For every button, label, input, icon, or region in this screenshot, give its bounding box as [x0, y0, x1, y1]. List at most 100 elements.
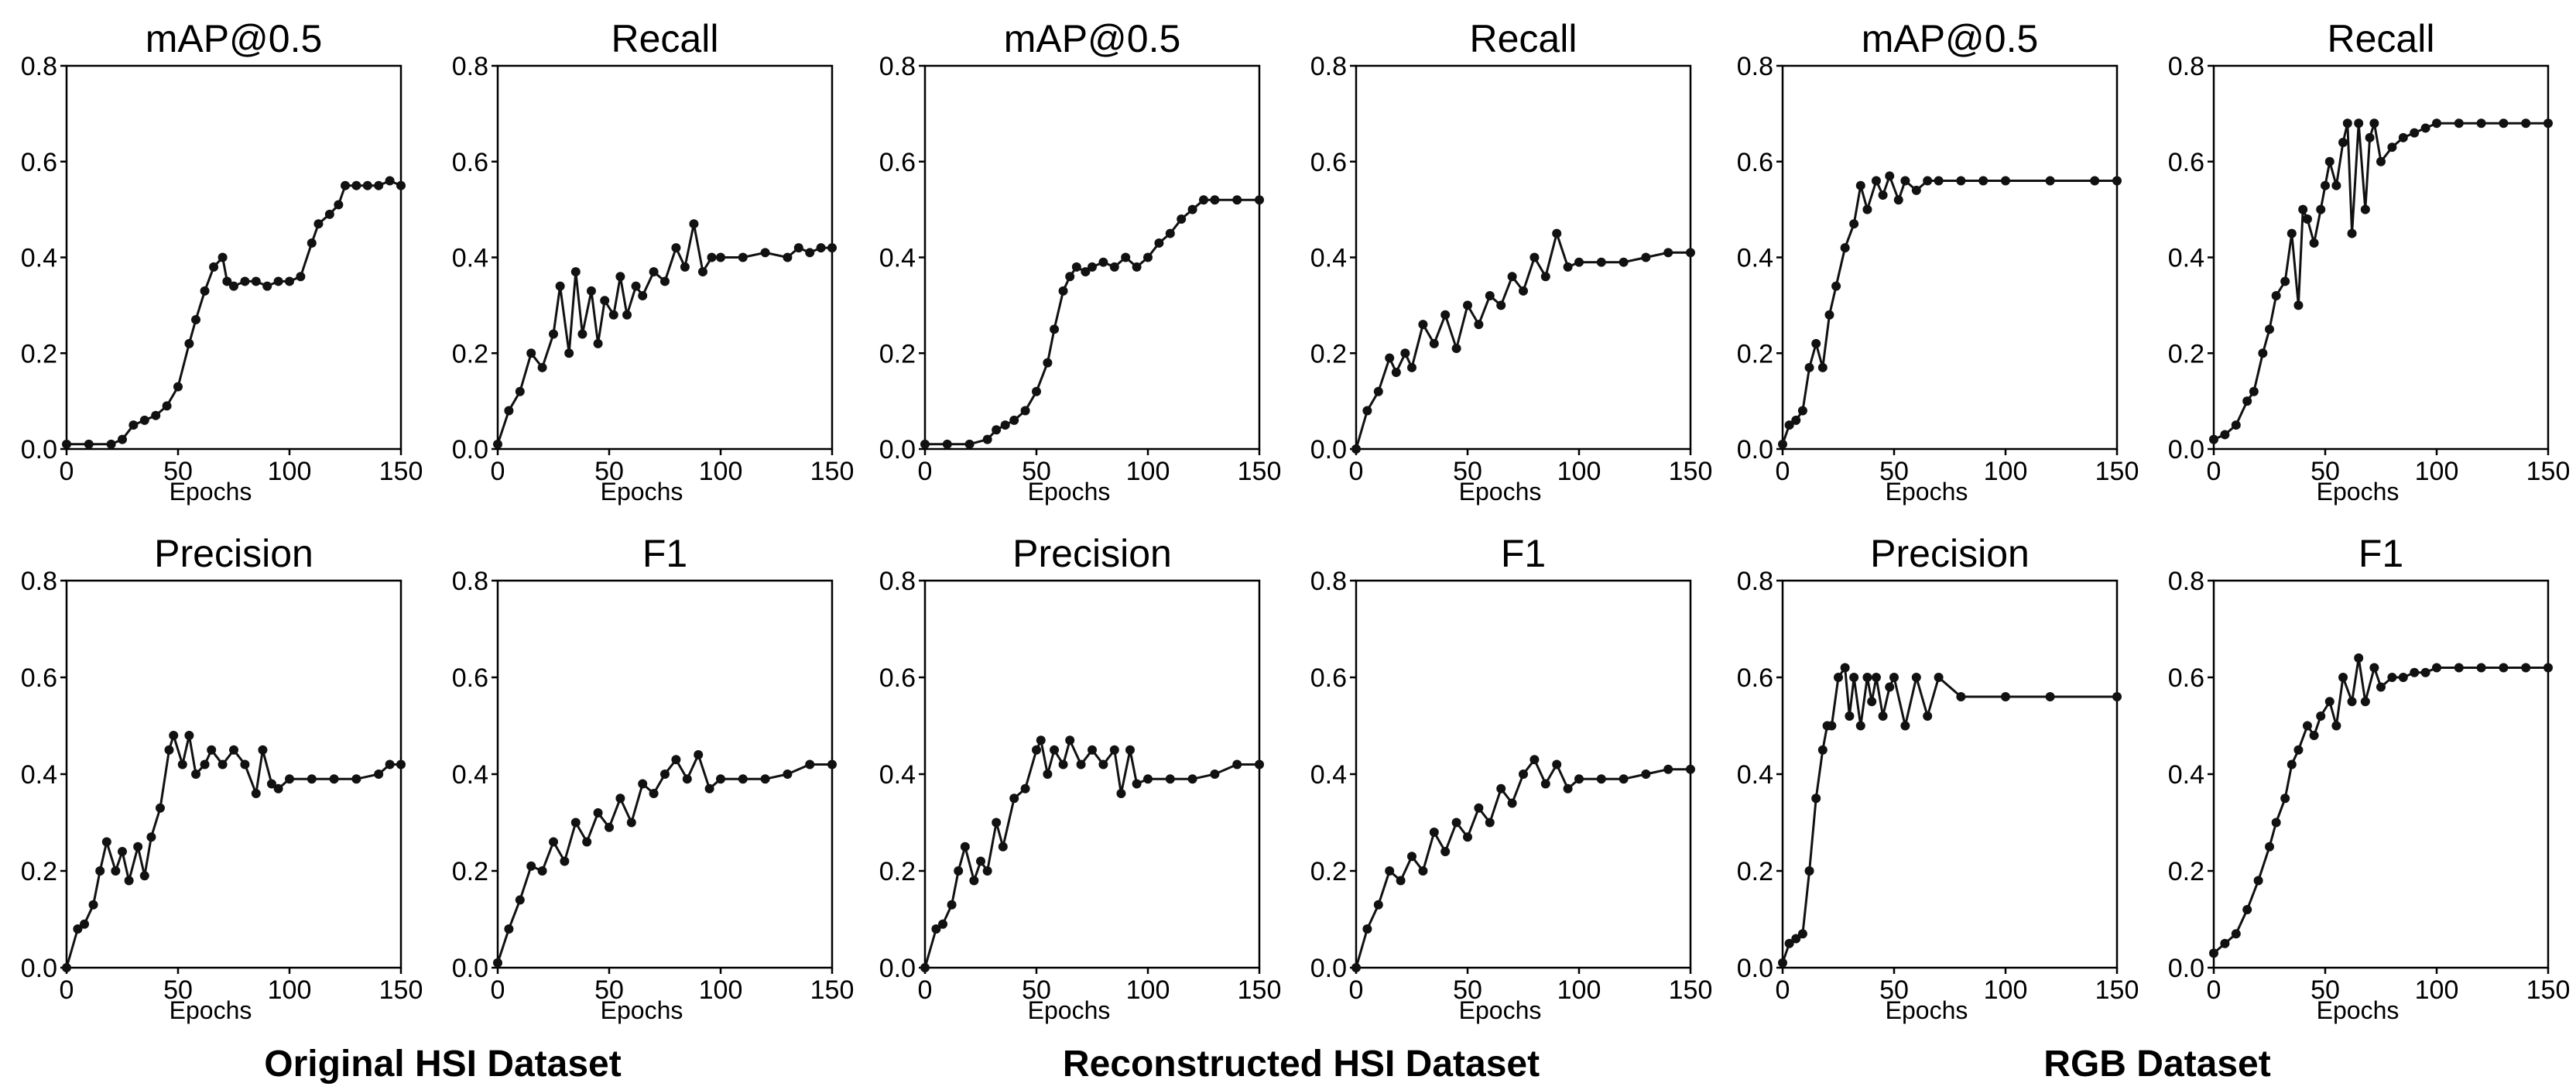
- data-point: [805, 248, 815, 258]
- plot-frame: [496, 64, 834, 451]
- data-point: [1232, 759, 1242, 770]
- data-point: [938, 919, 948, 929]
- data-point: [1923, 711, 1933, 721]
- data-point: [1834, 673, 1843, 682]
- data-point: [760, 774, 770, 784]
- x-tick-label: 50: [163, 975, 193, 1005]
- y-tick-label: 0.6: [21, 148, 57, 177]
- data-point: [1519, 286, 1528, 296]
- data-point: [2454, 663, 2464, 673]
- data-point: [1574, 774, 1584, 784]
- data-point: [351, 774, 361, 784]
- y-tick-label: 0.8: [2168, 52, 2204, 81]
- data-point: [1058, 759, 1068, 770]
- data-point: [1187, 204, 1197, 214]
- x-tick-label: 0: [918, 975, 933, 1005]
- data-point: [2321, 180, 2330, 190]
- data-point: [1132, 779, 1142, 789]
- data-point: [549, 329, 558, 339]
- data-point: [2432, 118, 2441, 129]
- data-point: [2253, 876, 2263, 886]
- data-point: [992, 818, 1002, 828]
- chart-panel-12: F1 0.0 0.2 0.4 0.6 0.8 0 50 100 150 Epochs: [2168, 532, 2571, 1024]
- data-point: [2420, 667, 2430, 677]
- data-point: [1871, 176, 1881, 186]
- data-point: [1574, 257, 1584, 267]
- panel-title: Precision: [1870, 532, 2030, 575]
- data-point: [1530, 755, 1540, 765]
- data-point: [1811, 338, 1821, 348]
- data-point: [608, 310, 618, 320]
- y-tick-label: 0.4: [2168, 244, 2204, 273]
- data-point: [2090, 176, 2100, 186]
- data-point: [80, 919, 90, 929]
- data-point: [2499, 663, 2509, 673]
- y-tick-label: 0.4: [21, 244, 57, 273]
- y-tick-label: 0.4: [21, 760, 57, 790]
- data-point: [1098, 257, 1108, 267]
- data-point: [2316, 711, 2326, 721]
- data-point: [2347, 228, 2357, 238]
- x-axis-label: Epochs: [1886, 478, 1968, 506]
- data-point: [1000, 420, 1010, 430]
- data-point: [1418, 866, 1428, 876]
- plot-frame: [65, 64, 402, 451]
- data-point: [526, 348, 536, 358]
- y-tick-label: 0.4: [1310, 760, 1347, 790]
- x-axis-label: Epochs: [601, 478, 683, 506]
- data-point: [1978, 176, 1989, 186]
- data-point: [1020, 783, 1030, 794]
- panel-title: mAP@0.5: [146, 17, 323, 60]
- data-point: [218, 252, 228, 262]
- data-point: [118, 434, 127, 444]
- y-tick-label: 0.6: [879, 663, 916, 693]
- data-point: [570, 818, 581, 828]
- data-point: [1485, 818, 1495, 828]
- data-point: [2398, 673, 2408, 682]
- y-tick-label: 0.8: [452, 52, 488, 81]
- data-point: [2376, 682, 2386, 692]
- data-point: [1407, 362, 1416, 372]
- data-point: [2265, 324, 2274, 334]
- data-point: [2376, 156, 2386, 166]
- x-tick-label: 0: [60, 457, 74, 486]
- chart-panel-1: mAP@0.5 0.0 0.2 0.4 0.6 0.8 0 50 100 150 Epochs: [21, 17, 423, 506]
- data-point: [2271, 291, 2281, 300]
- panel-title: mAP@0.5: [1004, 17, 1181, 60]
- y-tick-label: 0.6: [879, 148, 916, 177]
- data-point: [1911, 185, 1921, 195]
- data-point: [2209, 434, 2218, 444]
- data-point: [2360, 204, 2370, 214]
- data-point: [1641, 252, 1651, 262]
- data-point: [200, 286, 210, 296]
- chart-panel-6: Recall 0.0 0.2 0.4 0.6 0.8 0 50 100 150 Epochs: [2168, 17, 2571, 506]
- y-tick-label: 0.0: [1310, 435, 1347, 464]
- chart-panel-8: F1 0.0 0.2 0.4 0.6 0.8 0 50 100 150 Epochs: [452, 532, 855, 1024]
- data-point: [631, 281, 641, 291]
- y-tick-label: 0.8: [879, 52, 916, 81]
- data-point: [2293, 745, 2304, 755]
- data-point: [1109, 745, 1119, 755]
- data-point: [251, 789, 261, 798]
- data-point: [334, 200, 344, 210]
- data-point: [262, 281, 272, 291]
- data-point: [2287, 759, 2297, 770]
- y-tick-label: 0.2: [2168, 339, 2204, 368]
- data-point: [649, 789, 659, 798]
- data-point: [827, 759, 837, 770]
- data-point: [169, 731, 179, 740]
- data-point: [638, 291, 648, 300]
- data-point: [1596, 257, 1606, 267]
- data-point: [2476, 663, 2486, 673]
- y-tick-label: 0.6: [1737, 663, 1773, 693]
- data-point: [2280, 276, 2290, 286]
- data-point: [162, 401, 172, 411]
- data-point: [2432, 663, 2441, 673]
- y-tick-label: 0.6: [452, 148, 488, 177]
- data-point: [671, 243, 681, 253]
- x-tick-label: 150: [379, 457, 423, 486]
- data-point: [2387, 142, 2397, 153]
- panel-title: Precision: [1012, 532, 1172, 575]
- data-point: [704, 783, 714, 794]
